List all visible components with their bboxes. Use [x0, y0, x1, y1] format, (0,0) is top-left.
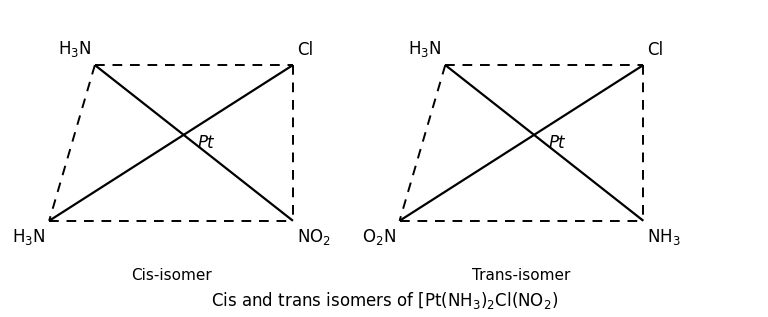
Text: Trans-isomer: Trans-isomer [472, 268, 571, 283]
Text: $\mathrm{NO_2}$: $\mathrm{NO_2}$ [296, 227, 331, 247]
Text: Cis-isomer: Cis-isomer [131, 268, 211, 283]
Text: $\mathrm{H_3N}$: $\mathrm{H_3N}$ [12, 227, 45, 247]
Text: $\mathrm{H_3N}$: $\mathrm{H_3N}$ [58, 39, 91, 59]
Text: Pt: Pt [197, 134, 214, 152]
Text: $\mathrm{NH_3}$: $\mathrm{NH_3}$ [647, 227, 680, 247]
Text: Cis and trans isomers of $\mathrm{[Pt(NH_3)_2Cl(NO_2)}$: Cis and trans isomers of $\mathrm{[Pt(NH… [210, 290, 558, 311]
Text: $\mathrm{O_2N}$: $\mathrm{O_2N}$ [362, 227, 396, 247]
Text: Cl: Cl [647, 41, 664, 59]
Text: Pt: Pt [548, 134, 564, 152]
Text: Cl: Cl [296, 41, 313, 59]
Text: $\mathrm{H_3N}$: $\mathrm{H_3N}$ [408, 39, 442, 59]
